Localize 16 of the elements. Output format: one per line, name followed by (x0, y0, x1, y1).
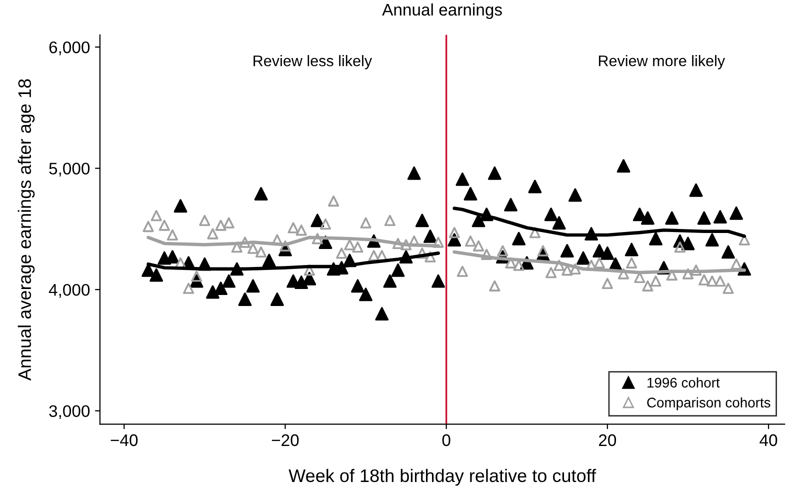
annotation: Review less likely (254, 55, 372, 70)
x-tick-label: −40 (110, 434, 138, 446)
annotation: Review more likely (598, 55, 726, 70)
y-tick-label: 5,000 (49, 162, 90, 176)
x-axis-title: Week of 18th birthday relative to cutoff (288, 468, 596, 486)
chart-title: Annual earnings (382, 3, 502, 19)
x-tick-label: 0 (442, 434, 450, 446)
y-axis-title: Annual average earnings after age 18 (18, 79, 35, 381)
x-tick-label: 40 (760, 434, 778, 446)
y-tick-label: 3,000 (49, 405, 90, 419)
x-tick-label: 20 (598, 434, 616, 446)
legend-label: Comparison cohorts (647, 397, 770, 410)
x-tick-label: −20 (272, 434, 299, 446)
y-tick-label: 4,000 (48, 284, 90, 298)
legend-label: 1996 cohort (648, 377, 720, 388)
y-tick-label: 6,000 (49, 41, 90, 56)
